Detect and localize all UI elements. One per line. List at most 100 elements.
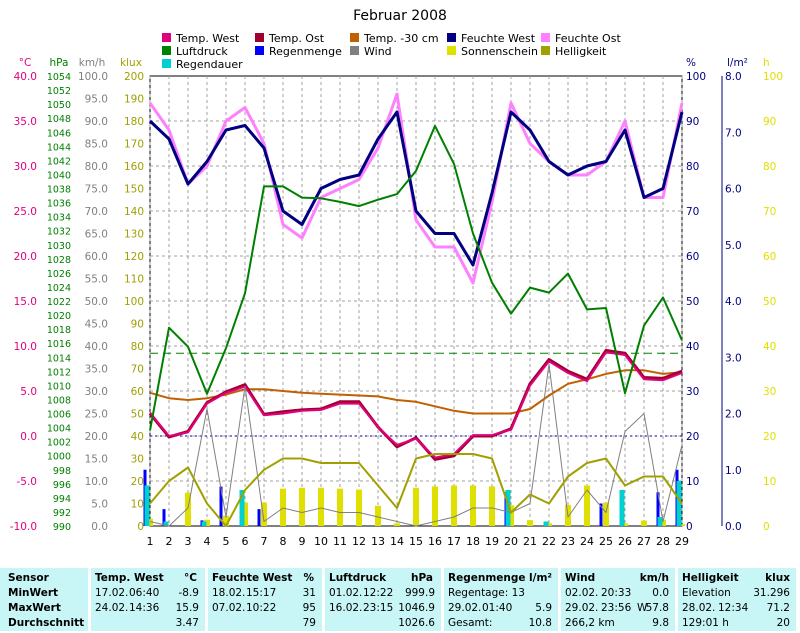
axis-tick-hpa: 1002 xyxy=(47,438,71,449)
axis-tick-klux: 140 xyxy=(124,206,144,218)
x-tick-label: 5 xyxy=(223,535,230,548)
bar-sonnenschein xyxy=(337,488,343,526)
legend-label: Regenmenge xyxy=(269,45,342,58)
axis-tick-temp: 15.0 xyxy=(14,296,37,308)
axis-tick-kmh: 95.0 xyxy=(85,94,108,106)
x-tick-label: 26 xyxy=(618,535,632,548)
temp-west-unit: °C xyxy=(184,572,197,584)
axis-tick-pct: 30 xyxy=(686,386,699,398)
axis-tick-hpa: 1012 xyxy=(47,367,71,378)
bar-regendauer xyxy=(505,490,511,526)
x-tick-label: 14 xyxy=(390,535,404,548)
luftdruck-max-time: 23:15 xyxy=(363,602,394,614)
legend-swatch xyxy=(447,46,456,55)
bar-regendauer xyxy=(163,521,169,526)
feuchte-west-max-time: 10:22 xyxy=(246,602,277,614)
x-tick-label: 8 xyxy=(280,535,287,548)
axis-tick-kmh: 15.0 xyxy=(85,454,108,466)
axis-tick-h: 70 xyxy=(763,206,776,218)
axis-tick-hpa: 1050 xyxy=(47,100,71,111)
series-wind xyxy=(149,363,683,527)
series-lines xyxy=(148,92,684,527)
feuchte-west-unit: % xyxy=(303,572,314,584)
axis-unit-temp: °C xyxy=(19,57,32,69)
wind-max-time: 23:56 xyxy=(601,602,632,614)
axis-unit-lm2: l/m² xyxy=(727,57,748,69)
sensor-header: Sensor xyxy=(8,572,49,584)
regenmenge-total-val: 10.8 xyxy=(528,617,552,629)
axis-tick-klux: 150 xyxy=(124,184,144,196)
axis-tick-kmh: 75.0 xyxy=(85,184,108,196)
wind-max-val: 57.8 xyxy=(645,602,669,614)
regenmenge-total-label: Gesamt: xyxy=(448,617,493,629)
axis-tick-klux: 100 xyxy=(124,296,144,308)
bar-sonnenschein xyxy=(204,519,210,526)
regenmenge-header: Regenmenge xyxy=(448,572,526,584)
x-tick-label: 11 xyxy=(333,535,347,548)
axis-unit-h: h xyxy=(763,57,770,69)
bar-sonnenschein xyxy=(470,485,476,526)
axis-tick-pct: 10 xyxy=(686,476,699,488)
axis-tick-klux: 0 xyxy=(137,521,144,533)
helligkeit-max-date: 28.02. xyxy=(682,602,716,614)
axis-tick-kmh: 45.0 xyxy=(85,319,108,331)
axis-tick-hpa: 998 xyxy=(53,466,71,477)
axis-tick-lm2: 0.0 xyxy=(725,521,742,533)
bar-sonnenschein xyxy=(147,518,153,526)
chart-area: Februar 2008 1 2 3 4 5 6 7 8 9 10 11 12 13 14 15 16 17 18… xyxy=(10,8,783,548)
axis-unit-klux: klux xyxy=(120,57,142,69)
axis-tick-klux: 80 xyxy=(131,341,144,353)
axis-tick-lm2: 6.0 xyxy=(725,184,742,196)
bar-sonnenschein xyxy=(641,520,647,526)
helligkeit-elevation-val: 31.296 xyxy=(753,587,790,599)
axis-tick-kmh: 10.0 xyxy=(85,476,108,488)
legend-label: Temp. Ost xyxy=(268,32,325,45)
axis-tick-kmh: 30.0 xyxy=(85,386,108,398)
wind-unit: km/h xyxy=(639,572,669,584)
regenmenge-max-time: 01:40 xyxy=(482,602,513,614)
stats-col-feuchte-west: Feuchte West% 18.02. 15:17 31 07.02. 10:22 9… xyxy=(208,568,322,631)
x-tick-label: 10 xyxy=(314,535,328,548)
legend-label: Temp. -30 cm xyxy=(363,32,439,45)
x-tick-label: 17 xyxy=(447,535,461,548)
axis-tick-lm2: 5.0 xyxy=(725,240,742,252)
bar-sonnenschein xyxy=(508,505,514,526)
legend-swatch xyxy=(162,46,171,55)
weather-chart: Februar 2008 1 2 3 4 5 6 7 8 9 10 11 12 13 14 15 16 17 18… xyxy=(10,8,783,548)
axis-tick-klux: 170 xyxy=(124,139,144,151)
bar-sonnenschein xyxy=(527,520,533,526)
bar-regendauer xyxy=(676,481,682,526)
wind-min-date: 02.02. xyxy=(565,587,599,599)
axis-tick-h: 80 xyxy=(763,161,776,173)
x-tick-label: 3 xyxy=(185,535,192,548)
axis-tick-klux: 70 xyxy=(131,364,144,376)
axis-tick-klux: 190 xyxy=(124,94,144,106)
series-temp-west xyxy=(149,351,683,459)
legend-swatch xyxy=(162,33,171,42)
axis-tick-hpa: 1054 xyxy=(47,72,71,83)
axis-tick-hpa: 1036 xyxy=(47,199,71,210)
helligkeit-avg-val: 20 xyxy=(776,617,790,629)
axis-tick-kmh: 55.0 xyxy=(85,274,108,286)
axis-tick-klux: 10 xyxy=(131,499,144,511)
x-tick-label: 7 xyxy=(261,535,268,548)
axis-tick-temp: 5.0 xyxy=(20,386,37,398)
axis-tick-klux: 50 xyxy=(131,409,144,421)
feuchte-west-min-date: 18.02. xyxy=(212,587,246,599)
axis-tick-hpa: 1000 xyxy=(47,452,71,463)
wind-avg-val: 9.8 xyxy=(652,617,669,629)
axis-tick-hpa: 992 xyxy=(53,508,71,519)
axis-tick-kmh: 5.0 xyxy=(91,499,108,511)
x-tick-label: 29 xyxy=(675,535,689,548)
x-tick-label: 9 xyxy=(299,535,306,548)
axis-tick-kmh: 85.0 xyxy=(85,139,108,151)
axis-tick-klux: 120 xyxy=(124,251,144,263)
wind-total-km: 266,2 km xyxy=(565,617,615,629)
legend-label: Feuchte Ost xyxy=(555,32,621,45)
regenmenge-max-date: 29.02. xyxy=(448,602,482,614)
bar-sonnenschein xyxy=(413,487,419,526)
axis-tick-klux: 40 xyxy=(131,431,144,443)
luftdruck-max-val: 1046.9 xyxy=(398,602,435,614)
axis-tick-klux: 60 xyxy=(131,386,144,398)
axis-tick-hpa: 1006 xyxy=(47,410,71,421)
